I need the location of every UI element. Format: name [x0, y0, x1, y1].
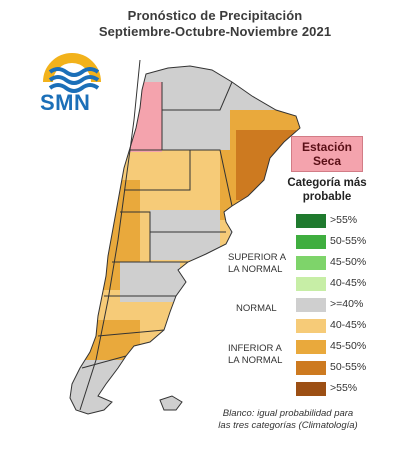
legend-label: >55% — [330, 382, 358, 394]
legend-label: >=40% — [330, 298, 364, 310]
chile-outline — [79, 59, 141, 411]
legend-heading-line1: Categoría más — [287, 177, 367, 189]
legend-label: 45-50% — [330, 340, 367, 352]
logo-text: SMN — [40, 90, 91, 115]
legend-label: 40-45% — [330, 319, 367, 331]
legend-swatch — [296, 340, 326, 354]
legend-heading: Categoría más probable — [282, 176, 372, 204]
map-title-line1: Pronóstico de Precipitación — [127, 8, 303, 23]
zone-gray-north — [160, 80, 230, 150]
map-title-line2: Septiembre-Octubre-Noviembre 2021 — [98, 24, 332, 39]
smn-logo-icon — [43, 53, 101, 93]
map-title: Pronóstico de Precipitación Septiembre-O… — [90, 8, 340, 40]
legend-heading-line2: probable — [302, 191, 352, 203]
legend-group-above: SUPERIOR A LA NORMAL — [228, 252, 296, 276]
zone-gray-center — [150, 210, 220, 260]
legend-swatch — [296, 214, 326, 228]
legend-note: Blanco: igual probabilidad para las tres… — [208, 408, 368, 432]
zone-gray-patagonia — [120, 262, 180, 302]
legend-label: 50-55% — [330, 235, 367, 247]
legend-swatch — [296, 361, 326, 375]
legend-group-above-line1: SUPERIOR A — [228, 252, 287, 263]
legend-group-above-line2: LA NORMAL — [228, 264, 283, 275]
legend-swatch — [296, 382, 326, 396]
dry-season-line1: Estación — [301, 140, 352, 154]
legend-label: 45-50% — [330, 256, 367, 268]
islands-outline — [159, 395, 183, 411]
dry-season-legend: Estación Seca — [291, 136, 363, 172]
legend-note-line2: las tres categorías (Climatología) — [218, 420, 358, 431]
legend-group-below-line1: INFERIOR A — [228, 343, 282, 354]
legend-swatch — [296, 277, 326, 291]
legend-group-normal: NORMAL — [236, 303, 277, 314]
legend-swatch — [296, 235, 326, 249]
legend-label: >55% — [330, 214, 358, 226]
legend-group-below-line2: LA NORMAL — [228, 355, 283, 366]
legend-note-line1: Blanco: igual probabilidad para — [222, 408, 354, 419]
legend-label: 50-55% — [330, 361, 367, 373]
legend-group-below: INFERIOR A LA NORMAL — [228, 343, 296, 367]
legend-label: 40-45% — [330, 277, 367, 289]
province-borders — [69, 65, 301, 415]
legend-swatch — [296, 256, 326, 270]
legend-swatch — [296, 298, 326, 312]
legend-swatch — [296, 319, 326, 333]
dry-season-line2: Seca — [312, 154, 342, 168]
zone-dry-season — [128, 82, 162, 152]
